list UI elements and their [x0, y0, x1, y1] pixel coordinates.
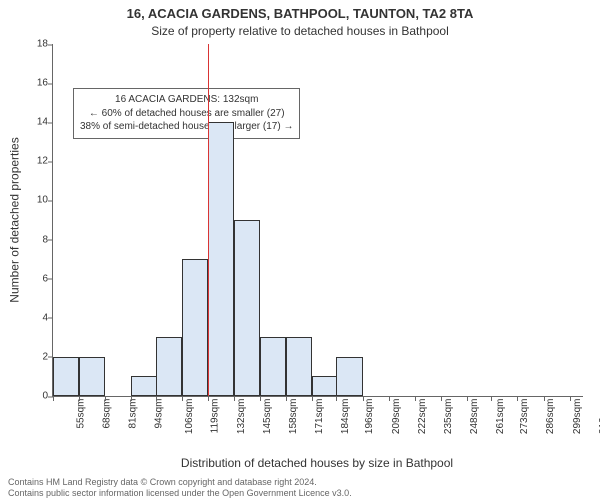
x-tick-label: 235sqm: [443, 399, 454, 435]
histogram-bar: [53, 357, 79, 396]
plot-area: 16 ACACIA GARDENS: 132sqm ← 60% of detac…: [52, 44, 583, 397]
y-tick: 14: [0, 117, 48, 128]
histogram-bar: [234, 220, 260, 396]
x-tick-label: 94sqm: [154, 399, 165, 429]
x-tick-mark: [208, 396, 209, 401]
y-tick: 6: [0, 273, 48, 284]
footer-line1: Contains HM Land Registry data © Crown c…: [8, 477, 592, 488]
x-tick-mark: [260, 396, 261, 401]
y-axis-label: Number of detached properties: [8, 44, 22, 396]
x-tick-mark: [415, 396, 416, 401]
x-tick-mark: [544, 396, 545, 401]
annotation-box: 16 ACACIA GARDENS: 132sqm ← 60% of detac…: [73, 88, 300, 139]
x-tick-mark: [467, 396, 468, 401]
x-tick-label: 222sqm: [417, 399, 428, 435]
y-tick: 18: [0, 39, 48, 50]
reference-line: [208, 44, 209, 396]
x-tick-mark: [286, 396, 287, 401]
x-tick-mark: [234, 396, 235, 401]
x-tick-label: 184sqm: [340, 399, 351, 435]
x-tick-mark: [491, 396, 492, 401]
histogram-bar: [156, 337, 182, 396]
chart-container: 16, ACACIA GARDENS, BATHPOOL, TAUNTON, T…: [0, 0, 600, 500]
x-tick-label: 299sqm: [572, 399, 583, 435]
annotation-line3: 38% of semi-detached houses are larger (…: [80, 120, 293, 134]
x-tick-label: 158sqm: [288, 399, 299, 435]
histogram-bar: [336, 357, 362, 396]
y-tick: 4: [0, 312, 48, 323]
x-tick-label: 81sqm: [128, 399, 139, 429]
x-tick-mark: [182, 396, 183, 401]
x-tick-label: 106sqm: [184, 399, 195, 435]
x-tick-mark: [156, 396, 157, 401]
footer-attribution: Contains HM Land Registry data © Crown c…: [8, 477, 592, 500]
x-tick-label: 286sqm: [546, 399, 557, 435]
histogram-bar: [208, 122, 234, 396]
x-tick-label: 68sqm: [102, 399, 113, 429]
histogram-bar: [131, 376, 157, 396]
histogram-bar: [182, 259, 208, 396]
annotation-line1: 16 ACACIA GARDENS: 132sqm: [80, 93, 293, 107]
x-tick-label: 171sqm: [314, 399, 325, 435]
x-tick-mark: [389, 396, 390, 401]
histogram-bar: [312, 376, 338, 396]
histogram-bar: [79, 357, 105, 396]
y-tick: 0: [0, 391, 48, 402]
x-tick-mark: [53, 396, 54, 401]
chart-subtitle: Size of property relative to detached ho…: [0, 24, 600, 38]
x-tick-mark: [570, 396, 571, 401]
x-tick-mark: [312, 396, 313, 401]
x-tick-mark: [79, 396, 80, 401]
x-tick-label: 55sqm: [76, 399, 87, 429]
footer-line2: Contains public sector information licen…: [8, 488, 592, 499]
x-tick-mark: [441, 396, 442, 401]
x-tick-mark: [105, 396, 106, 401]
y-tick: 12: [0, 156, 48, 167]
x-tick-mark: [363, 396, 364, 401]
x-tick-label: 132sqm: [236, 399, 247, 435]
y-tick: 10: [0, 195, 48, 206]
x-tick-label: 209sqm: [391, 399, 402, 435]
histogram-bar: [286, 337, 312, 396]
y-tick: 16: [0, 78, 48, 89]
annotation-line2: ← 60% of detached houses are smaller (27…: [80, 107, 293, 121]
x-tick-mark: [517, 396, 518, 401]
x-tick-mark: [131, 396, 132, 401]
x-axis-label: Distribution of detached houses by size …: [52, 456, 582, 470]
y-tick: 8: [0, 234, 48, 245]
x-tick-label: 248sqm: [469, 399, 480, 435]
x-tick-mark: [336, 396, 337, 401]
x-tick-label: 196sqm: [365, 399, 376, 435]
x-tick-label: 119sqm: [209, 399, 220, 434]
x-tick-label: 261sqm: [495, 399, 506, 435]
y-tick: 2: [0, 351, 48, 362]
x-tick-label: 273sqm: [519, 399, 530, 435]
histogram-bar: [260, 337, 286, 396]
x-tick-label: 145sqm: [262, 399, 273, 435]
chart-title: 16, ACACIA GARDENS, BATHPOOL, TAUNTON, T…: [0, 6, 600, 21]
